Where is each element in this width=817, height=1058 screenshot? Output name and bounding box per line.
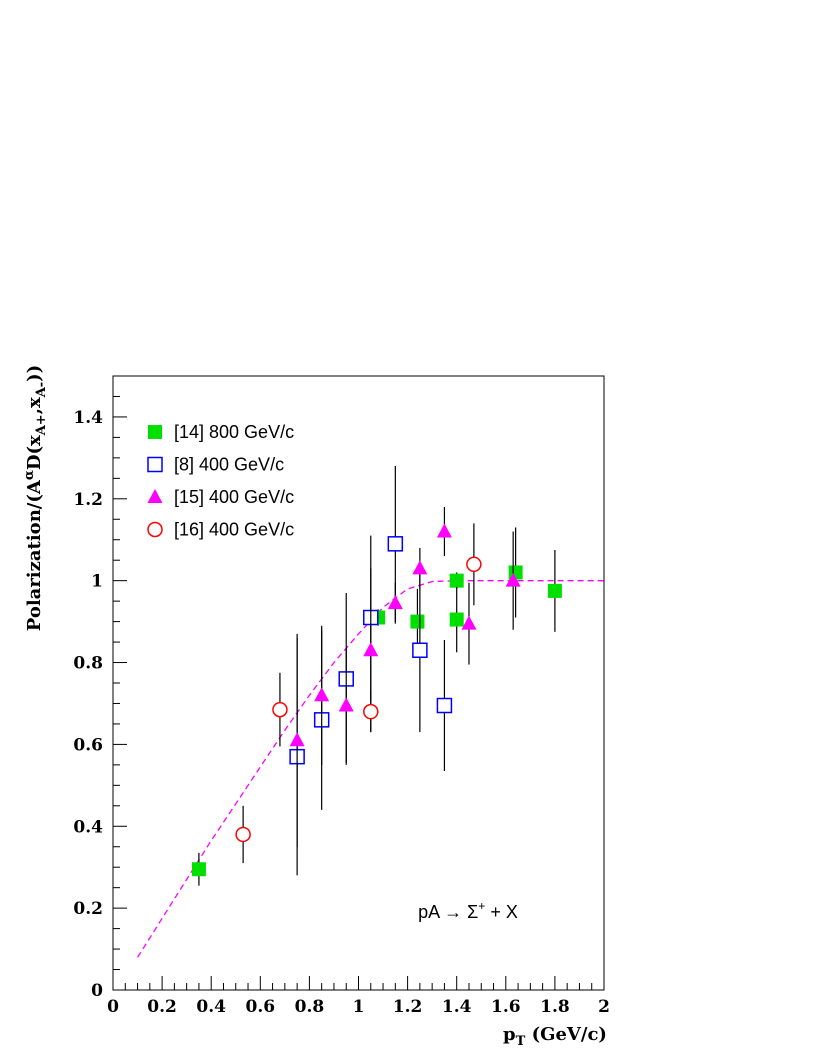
- y-axis-title-sub2: A-: [34, 382, 49, 398]
- y-axis-title-mid: ,x: [24, 397, 45, 414]
- legend-marker: [147, 521, 163, 538]
- fit-curve-layer: [137, 580, 604, 958]
- legend-label: [16] 400 GeV/c: [174, 520, 294, 540]
- data-point: [466, 556, 482, 573]
- fit-curve-line: [137, 580, 604, 958]
- legend-label: [8] 400 GeV/c: [174, 455, 284, 475]
- y-tick-label: 1.2: [73, 490, 103, 510]
- legend-label: [15] 400 GeV/c: [174, 487, 294, 507]
- legend-marker: [147, 489, 163, 503]
- data-point: [387, 595, 403, 610]
- data-point: [449, 573, 464, 588]
- x-axis-title-sub: T: [516, 1034, 526, 1049]
- y-axis-title: Polarization/(AαD(xA+,xA-)): [22, 365, 49, 631]
- data-point: [363, 642, 379, 657]
- y-tick-label: 0.4: [73, 817, 103, 837]
- data-point: [235, 826, 251, 843]
- x-tick-label: 0.8: [295, 997, 325, 1017]
- data-point: [363, 703, 379, 720]
- y-axis-title-end: )): [24, 365, 45, 382]
- data-point: [449, 612, 464, 627]
- x-tick-label: 1.2: [393, 997, 423, 1017]
- y-tick-label: 1: [91, 572, 103, 592]
- x-tick-label: 0: [107, 997, 119, 1017]
- series-2: [289, 506, 521, 847]
- y-axis-title-sub1: A+: [34, 414, 49, 436]
- legend-marker: [147, 456, 163, 473]
- x-tick-label: 2: [598, 997, 610, 1017]
- data-point: [387, 536, 404, 552]
- y-axis-title-rest: D(x: [24, 435, 45, 470]
- y-tick-label: 0: [91, 981, 103, 1001]
- series-0: [191, 527, 562, 886]
- data-point: [436, 697, 453, 714]
- x-tick-label: 0.6: [246, 997, 276, 1017]
- data-point: [272, 701, 288, 718]
- data-point: [412, 560, 428, 575]
- legend: [14] 800 GeV/c [8] 400 GeV/c [15] 400 GeV/…: [147, 422, 294, 540]
- x-tick-label: 0.4: [196, 997, 226, 1017]
- data-point: [410, 614, 425, 629]
- reaction-annotation-main: pA → Σ: [418, 902, 478, 922]
- x-axis-title-units: (GeV/c): [525, 1024, 607, 1045]
- x-tick-label: 1: [353, 997, 365, 1017]
- data-point: [505, 572, 521, 587]
- reaction-annotation: pA → Σ+ + X: [418, 899, 518, 922]
- x-axis-title-main: p: [503, 1024, 516, 1045]
- y-tick-label: 0.6: [73, 735, 103, 755]
- legend-label: [14] 800 GeV/c: [174, 422, 294, 442]
- data-point: [436, 523, 452, 538]
- x-tick-label: 1.8: [540, 997, 570, 1017]
- data-point: [191, 862, 206, 877]
- series-3: [235, 523, 482, 864]
- x-tick-label: 1.6: [491, 997, 521, 1017]
- axes: 0 0.2 0.4 0.6 0.8 1 1.2 1.4 1.6 1.8 2 0 0.2 0.4 0.6 0.8…: [73, 375, 610, 1017]
- y-axis-title-main: Polarization/(A: [24, 479, 45, 631]
- data-point: [547, 583, 562, 598]
- data-points-layer: [191, 466, 562, 886]
- y-tick-label: 1.4: [73, 408, 103, 428]
- data-point: [461, 615, 477, 630]
- data-point: [289, 732, 305, 747]
- y-tick-label: 0.2: [73, 899, 103, 919]
- x-tick-label: 0.2: [147, 997, 177, 1017]
- data-point: [338, 697, 354, 712]
- y-axis-title-sup: α: [22, 470, 37, 480]
- x-tick-label: 1.4: [442, 997, 472, 1017]
- reaction-annotation-sup: +: [478, 899, 485, 913]
- legend-marker: [148, 425, 162, 439]
- reaction-annotation-end: + X: [485, 902, 518, 922]
- data-point: [412, 642, 428, 659]
- data-point: [314, 687, 330, 702]
- y-tick-label: 0.8: [73, 654, 103, 674]
- x-axis-title: pT (GeV/c): [503, 1024, 607, 1049]
